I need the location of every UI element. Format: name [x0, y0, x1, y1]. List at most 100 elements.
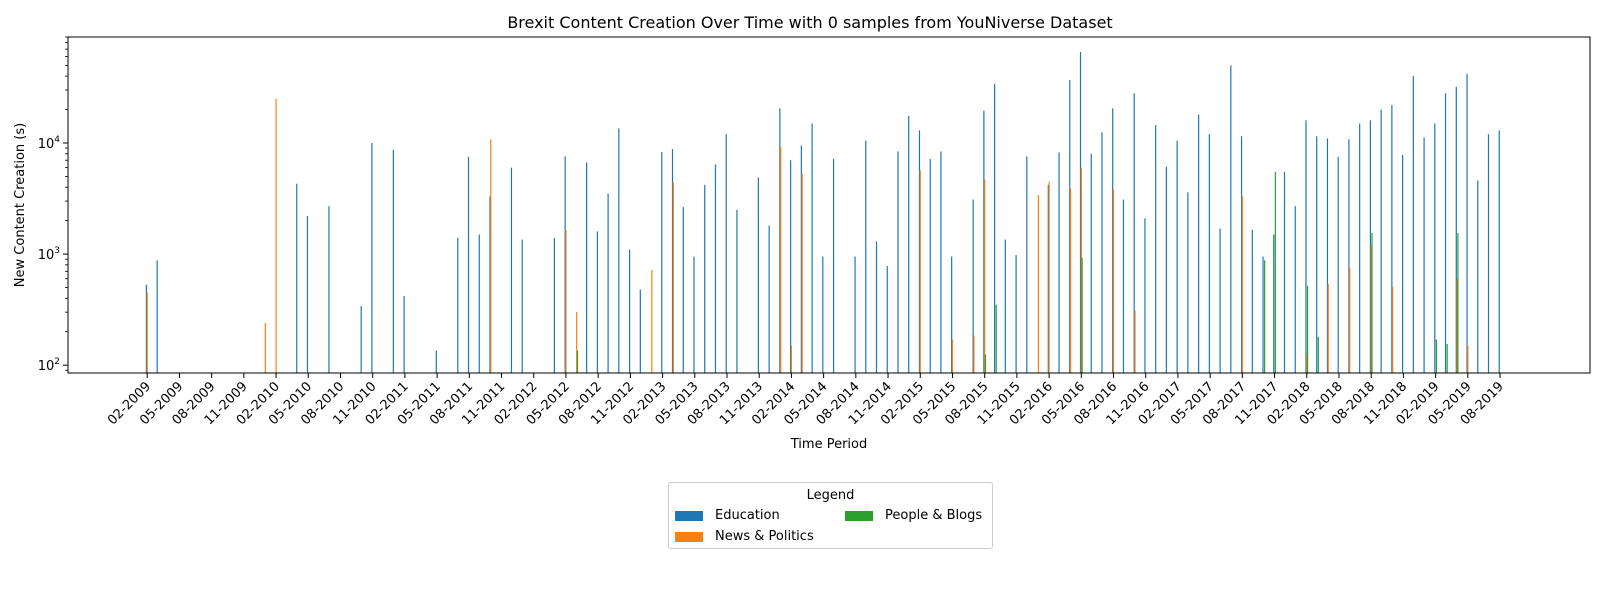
bar-education	[521, 239, 523, 373]
bar-education	[865, 140, 867, 373]
bar-education	[1047, 184, 1049, 373]
bar-news-politics	[780, 147, 782, 373]
bar-education	[457, 237, 459, 373]
bar-people-blogs	[1371, 232, 1373, 373]
y-tick-label: 103	[38, 246, 60, 263]
y-tick-label: 104	[38, 135, 61, 152]
bar-education	[371, 143, 373, 373]
legend-entry-news-politics: News & Politics	[675, 529, 814, 544]
bar-news-politics	[973, 335, 975, 373]
bar-education	[875, 241, 878, 373]
bar-education	[1101, 132, 1103, 373]
bar-news-politics	[1080, 167, 1082, 373]
bar-education	[1122, 199, 1125, 373]
bar-people-blogs	[1446, 344, 1448, 373]
bar-people-blogs	[1264, 260, 1266, 373]
bar-news-politics	[146, 292, 148, 373]
bar-education	[1165, 166, 1167, 373]
bar-education	[1112, 108, 1114, 374]
bar-education	[607, 193, 609, 373]
bar-education	[618, 128, 620, 373]
bar-education	[693, 256, 695, 373]
bar-education	[661, 151, 663, 373]
bar-education	[1004, 239, 1006, 373]
bar-education	[1380, 109, 1382, 373]
bar-education	[822, 256, 824, 373]
bar-people-blogs	[1274, 171, 1276, 373]
bar-education	[1251, 229, 1253, 373]
bar-news-politics	[1467, 345, 1469, 373]
bar-education	[832, 158, 835, 373]
y-tick-label: 102	[38, 357, 60, 374]
bar-education	[757, 177, 760, 373]
bar-people-blogs	[1306, 285, 1309, 373]
bar-education	[1144, 218, 1146, 373]
legend-label-news-politics: News & Politics	[715, 529, 814, 544]
bar-education	[811, 123, 813, 373]
bar-education	[564, 156, 566, 373]
bar-news-politics	[490, 139, 492, 373]
bar-news-politics	[264, 322, 266, 373]
bar-education	[951, 256, 953, 373]
bar-education	[714, 164, 717, 373]
bar-education	[1498, 130, 1500, 373]
bar-education	[1455, 86, 1457, 373]
bar-people-blogs	[984, 354, 987, 373]
bar-education	[596, 231, 598, 373]
chart-title: Brexit Content Creation Over Time with 0…	[507, 13, 1112, 32]
bar-education	[897, 151, 899, 373]
bar-education	[586, 162, 588, 373]
bar-news-politics	[1370, 245, 1372, 373]
bar-people-blogs	[1457, 232, 1459, 373]
bar-education	[736, 209, 738, 373]
bar-education	[1294, 206, 1296, 373]
bar-news-politics	[275, 98, 277, 373]
bar-education	[1391, 104, 1393, 374]
bar-education	[1477, 180, 1479, 373]
bar-education	[1423, 137, 1425, 373]
bar-education	[1155, 125, 1157, 373]
bar-education	[467, 156, 470, 373]
bar-education	[328, 206, 330, 373]
bar-education	[1187, 192, 1189, 373]
bar-education	[704, 184, 706, 373]
bar-education	[1176, 140, 1178, 373]
bar-education	[1273, 234, 1275, 373]
bar-education	[1230, 65, 1232, 374]
bar-education	[1337, 156, 1339, 373]
bar-education	[1090, 153, 1092, 373]
bar-education	[628, 249, 631, 373]
y-axis-label: New Content Creation (s)	[13, 123, 28, 287]
bar-news-politics	[1048, 181, 1050, 373]
bar-news-politics	[1327, 283, 1329, 373]
bar-education	[1079, 51, 1082, 374]
bar-education	[145, 284, 148, 373]
bar-education	[983, 110, 985, 373]
bar-education	[972, 199, 974, 373]
bar-news-politics	[576, 312, 578, 373]
y-axis: 102 103 104	[38, 36, 68, 374]
bar-education	[1133, 93, 1135, 373]
bar-education	[908, 116, 910, 373]
bar-education	[1316, 136, 1318, 373]
bar-education	[1026, 156, 1028, 373]
bar-education	[1058, 152, 1060, 373]
legend-title: Legend	[806, 488, 855, 503]
bar-education	[768, 225, 770, 373]
legend: Legend Education News & Politics People …	[668, 482, 993, 549]
bar-education	[918, 130, 921, 373]
bar-news-politics	[565, 229, 567, 373]
bar-education	[1487, 134, 1490, 373]
bar-news-politics	[919, 170, 921, 373]
bar-education	[403, 295, 405, 373]
bar-education	[435, 350, 437, 373]
bar-education	[929, 158, 931, 373]
bar-people-blogs	[1435, 339, 1438, 373]
bar-news-politics	[1392, 286, 1394, 373]
bar-education	[1412, 76, 1414, 374]
bar-education	[392, 149, 394, 373]
bar-education	[1444, 93, 1447, 373]
bar-education	[1262, 256, 1264, 373]
bar-news-politics	[1306, 354, 1308, 373]
bar-education	[886, 266, 888, 373]
